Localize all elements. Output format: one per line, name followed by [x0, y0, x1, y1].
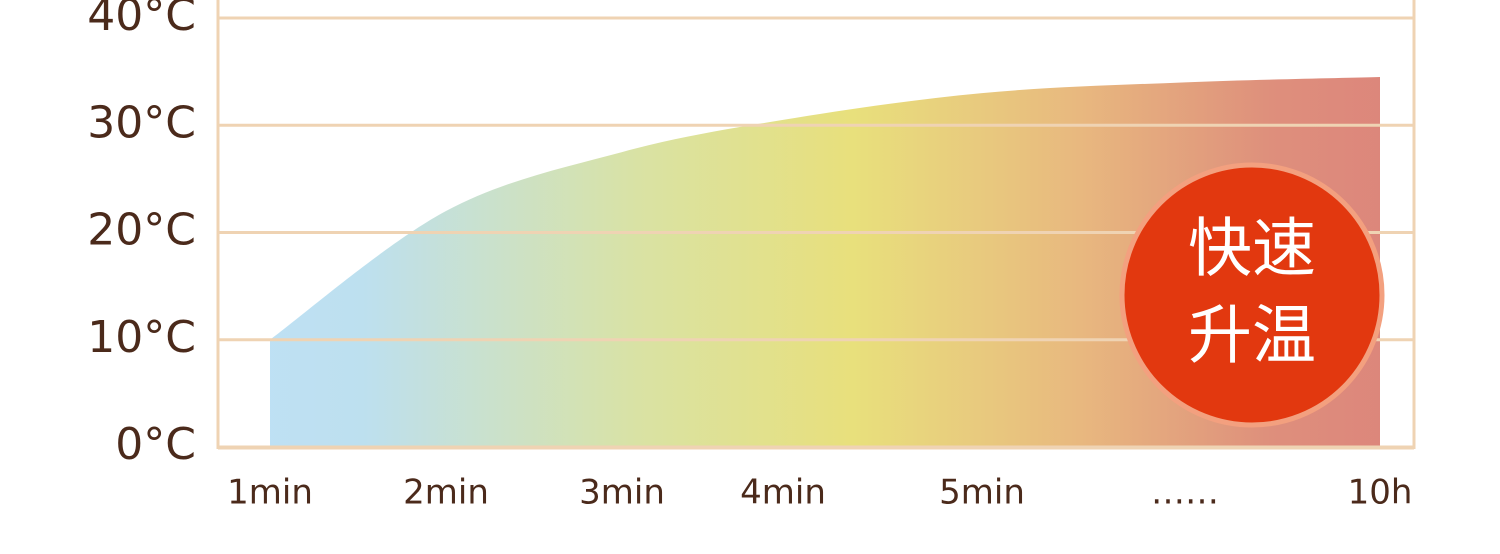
x-tick-label: ……	[1151, 473, 1219, 513]
y-tick-label: 0°C	[115, 419, 196, 470]
x-tick-label: 5min	[939, 473, 1025, 513]
x-tick-label: 10h	[1348, 473, 1413, 513]
y-tick-label: 40°C	[87, 0, 196, 41]
badge-text: 快速	[1188, 213, 1316, 287]
y-tick-label: 20°C	[87, 205, 196, 256]
y-tick-label: 10°C	[87, 312, 196, 363]
y-tick-label: 30°C	[87, 97, 196, 148]
badge-text: 升温	[1188, 300, 1316, 374]
x-tick-label: 3min	[579, 473, 665, 513]
badge: 快速 升温	[1119, 162, 1385, 428]
x-tick-label: 4min	[740, 473, 826, 513]
area-layer	[270, 76, 1380, 448]
badge-circle	[1119, 162, 1385, 428]
x-tick-label: 1min	[227, 473, 313, 513]
x-tick-label: 2min	[403, 473, 489, 513]
area	[270, 76, 1380, 448]
